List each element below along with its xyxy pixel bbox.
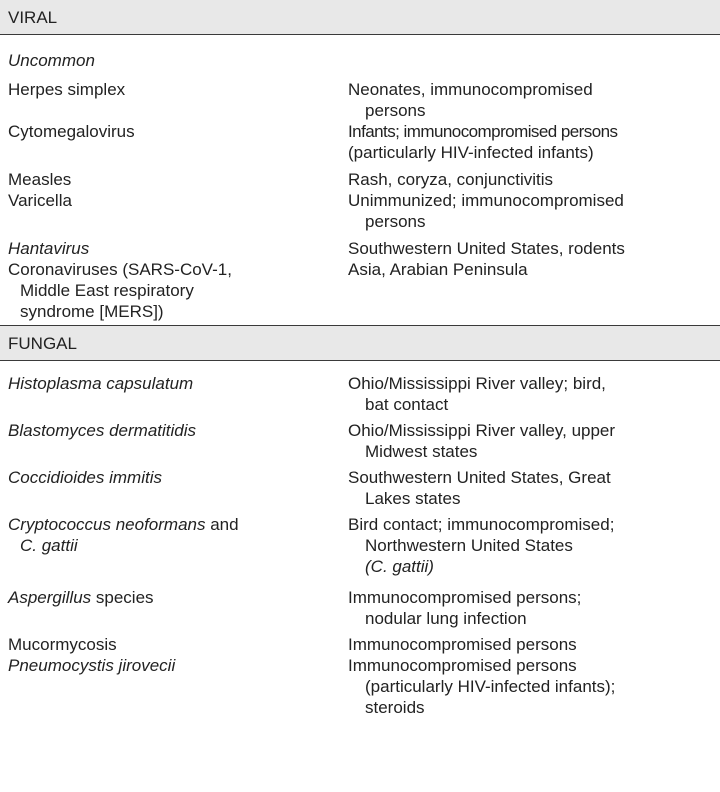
notes-line: (particularly HIV-infected infants) (348, 143, 594, 162)
table-row: Cytomegalovirus Infants; immunocompromis… (0, 121, 720, 169)
organism-name: Hantavirus (8, 239, 90, 258)
organism-name: Blastomyces dermatitidis (8, 421, 197, 440)
notes-line: persons (365, 101, 426, 120)
notes-line: Bird contact; immunocompromised; (348, 515, 615, 534)
notes-line: Midwest states (365, 442, 478, 461)
notes-line: steroids (365, 698, 425, 717)
table-row: Measles Rash, coryza, conjunctivitis (0, 169, 720, 190)
table-row: Aspergillus species Immunocompromised pe… (0, 587, 720, 634)
notes-line: Rash, coryza, conjunctivitis (348, 170, 554, 189)
organism-name: Pneumocystis jirovecii (8, 656, 176, 675)
organism-name: Coronaviruses (SARS-CoV-1, (8, 260, 232, 279)
notes-line: Northwestern United States (365, 536, 573, 555)
table-row: Histoplasma capsulatum Ohio/Mississippi … (0, 373, 720, 420)
table-row: Pneumocystis jirovecii Immunocompromised… (0, 655, 720, 721)
notes-line: bat contact (365, 395, 449, 414)
organism-name-italic: Aspergillus (8, 588, 92, 607)
organism-name: Histoplasma capsulatum (8, 374, 194, 393)
organism-name: syndrome [MERS]) (20, 302, 164, 321)
notes-line: Lakes states (365, 489, 461, 508)
organism-name-suffix: species (91, 588, 154, 607)
organism-cell: Aspergillus species (0, 587, 348, 634)
notes-cell: Neonates, immunocompromised persons (348, 79, 720, 121)
organism-name-italic: Cryptococcus neoformans (8, 515, 206, 534)
table-row: Coccidioides immitis Southwestern United… (0, 467, 720, 514)
notes-line: Infants; immunocompromised persons (348, 122, 618, 141)
organism-name: C. gattii (20, 536, 78, 555)
organism-name: Cryptococcus neoformans and (8, 514, 348, 535)
notes-line: (C. gattii) (365, 557, 434, 576)
organism-cell: Measles (0, 169, 348, 190)
notes-cell: Ohio/Mississippi River valley, upper Mid… (348, 420, 720, 467)
notes-line: Immunocompromised persons (348, 656, 577, 675)
organism-cell: Pneumocystis jirovecii (0, 655, 348, 721)
section-header-fungal: FUNGAL (0, 326, 720, 361)
organism-cell: Cryptococcus neoformans and C. gattii (0, 514, 348, 587)
organism-name: Cytomegalovirus (8, 122, 135, 141)
organism-cell: Coronaviruses (SARS-CoV-1, Middle East r… (0, 259, 348, 325)
subheader-uncommon: Uncommon (8, 51, 95, 70)
organism-cell: Hantavirus (0, 238, 348, 259)
organism-cell: Herpes simplex (0, 79, 348, 121)
table-row: Varicella Unimmunized; immunocompromised… (0, 190, 720, 238)
table-row: Mucormycosis Immunocompromised persons (0, 634, 720, 655)
reference-table: VIRAL Uncommon Herpes simplex Neonates, … (0, 0, 720, 721)
notes-line: Unimmunized; immunocompromised (348, 191, 624, 210)
notes-line: persons (365, 212, 426, 231)
organism-name: Measles (8, 170, 72, 189)
notes-cell: Bird contact; immunocompromised; Northwe… (348, 514, 720, 587)
table-row: Blastomyces dermatitidis Ohio/Mississipp… (0, 420, 720, 467)
notes-cell: Immunocompromised persons (348, 634, 720, 655)
notes-line: Neonates, immunocompromised (348, 80, 593, 99)
notes-cell: Unimmunized; immunocompromised persons (348, 190, 720, 238)
notes-cell: Southwestern United States, Great Lakes … (348, 467, 720, 514)
organism-cell: Varicella (0, 190, 348, 238)
notes-line: Southwestern United States, Great (348, 468, 611, 487)
table-row: Herpes simplex Neonates, immunocompromis… (0, 79, 720, 121)
notes-line: Ohio/Mississippi River valley, upper (348, 421, 616, 440)
notes-cell: Southwestern United States, rodents (348, 238, 720, 259)
notes-cell: Rash, coryza, conjunctivitis (348, 169, 720, 190)
notes-line: nodular lung infection (365, 609, 527, 628)
section-header-viral: VIRAL (0, 0, 720, 35)
spacer (0, 361, 720, 373)
notes-line: Ohio/Mississippi River valley; bird, (348, 374, 606, 393)
notes-line: Immunocompromised persons (348, 635, 577, 654)
organism-cell: Histoplasma capsulatum (0, 373, 348, 420)
organism-cell: Mucormycosis (0, 634, 348, 655)
organism-name: Herpes simplex (8, 80, 126, 99)
organism-cell: Coccidioides immitis (0, 467, 348, 514)
table-row: Coronaviruses (SARS-CoV-1, Middle East r… (0, 259, 720, 326)
notes-cell: Immunocompromised persons; nodular lung … (348, 587, 720, 634)
organism-cell: Blastomyces dermatitidis (0, 420, 348, 467)
organism-cell: Cytomegalovirus (0, 121, 348, 169)
notes-cell: Asia, Arabian Peninsula (348, 259, 720, 325)
organism-name: Aspergillus species (8, 587, 348, 608)
table-row: Cryptococcus neoformans and C. gattii Bi… (0, 514, 720, 587)
organism-name: Middle East respiratory (20, 281, 194, 300)
notes-line: Immunocompromised persons; (348, 588, 582, 607)
table-row: Hantavirus Southwestern United States, r… (0, 238, 720, 259)
notes-cell: Immunocompromised persons (particularly … (348, 655, 720, 721)
organism-name: Coccidioides immitis (8, 468, 162, 487)
notes-cell: Ohio/Mississippi River valley; bird, bat… (348, 373, 720, 420)
organism-name-conjunction: and (205, 515, 239, 534)
notes-line: Southwestern United States, rodents (348, 239, 625, 258)
organism-name: Mucormycosis (8, 635, 117, 654)
notes-line: Asia, Arabian Peninsula (348, 260, 528, 279)
notes-line: (particularly HIV-infected infants); (365, 677, 616, 696)
notes-cell: Infants; immunocompromised persons (part… (348, 121, 720, 169)
organism-name: Varicella (8, 191, 72, 210)
